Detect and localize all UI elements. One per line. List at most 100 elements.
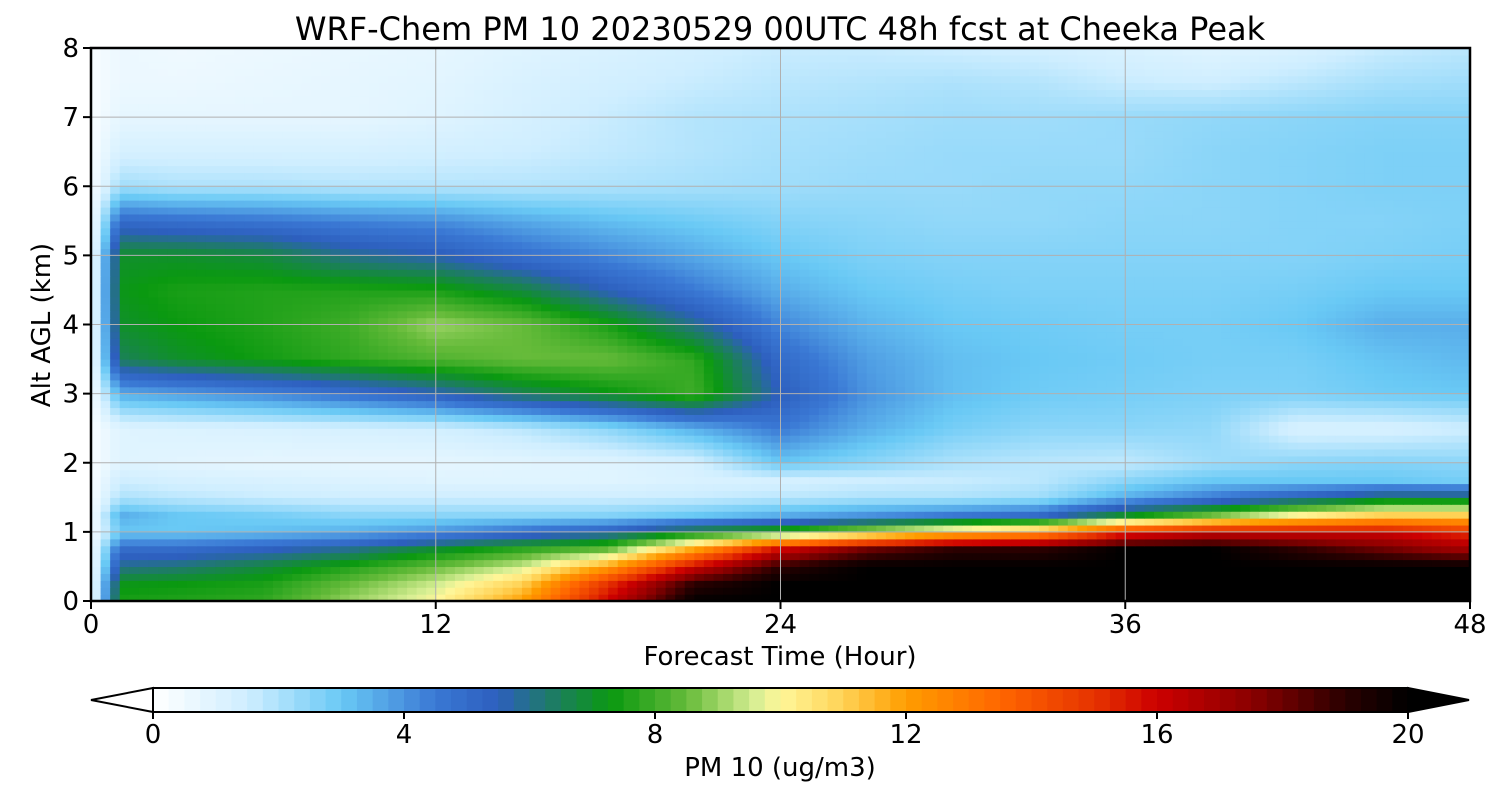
heatmap-cell — [148, 393, 159, 402]
heatmap-cell — [1192, 531, 1203, 540]
heatmap-cell — [1077, 587, 1088, 595]
heatmap-cell — [138, 428, 150, 436]
heatmap-cell — [119, 448, 130, 457]
heatmap-cell — [359, 400, 370, 409]
heatmap-cell — [876, 531, 887, 540]
heatmap-cell — [770, 455, 782, 464]
heatmap-cell — [627, 421, 638, 429]
heatmap-cell — [962, 587, 973, 595]
heatmap-cell — [1211, 462, 1222, 471]
heatmap-cell — [1249, 552, 1260, 561]
heatmap-cell — [1326, 407, 1337, 415]
heatmap-cell — [818, 372, 829, 381]
heatmap-cell — [148, 469, 159, 478]
heatmap-cell — [991, 469, 1002, 478]
heatmap-cell — [1441, 455, 1452, 464]
heatmap-cell — [1364, 573, 1375, 581]
heatmap-cell — [1077, 490, 1088, 498]
heatmap-cell — [761, 442, 772, 450]
heatmap-cell — [186, 559, 197, 568]
heatmap-cell — [110, 580, 121, 588]
heatmap-cell — [454, 518, 466, 526]
heatmap-cell — [550, 504, 561, 512]
heatmap-cell — [1393, 490, 1404, 498]
heatmap-cell — [1153, 414, 1165, 422]
heatmap-cell — [1316, 524, 1327, 533]
heatmap-cell — [1173, 573, 1184, 581]
heatmap-cell — [627, 587, 638, 595]
heatmap-cell — [636, 587, 648, 595]
heatmap-cell — [263, 469, 274, 478]
heatmap-cell — [1278, 428, 1289, 436]
heatmap-cell — [885, 504, 897, 512]
heatmap-cell — [761, 359, 772, 367]
heatmap-cell — [569, 545, 580, 554]
heatmap-cell — [560, 511, 571, 519]
heatmap-cell — [914, 511, 925, 519]
heatmap-cell — [962, 393, 973, 402]
heatmap-cell — [1383, 587, 1394, 595]
heatmap-cell — [215, 559, 226, 568]
heatmap-cell — [1364, 504, 1375, 512]
heatmap-cell — [943, 483, 954, 491]
heatmap-cell — [560, 393, 571, 402]
heatmap-cell — [799, 552, 810, 561]
heatmap-cell — [464, 587, 475, 595]
heatmap-cell — [397, 400, 408, 409]
heatmap-cell — [1077, 407, 1088, 415]
heatmap-cell — [397, 490, 408, 498]
heatmap-cell — [1230, 483, 1241, 491]
heatmap-cell — [876, 407, 887, 415]
heatmap-cell — [1010, 372, 1021, 381]
heatmap-cell — [1000, 393, 1011, 402]
heatmap-cell — [253, 400, 264, 409]
heatmap-cell — [627, 559, 638, 568]
heatmap-cell — [732, 407, 743, 415]
heatmap-cell — [751, 386, 762, 395]
heatmap-cell — [991, 587, 1002, 595]
heatmap-cell — [167, 386, 178, 395]
heatmap-cell — [1355, 538, 1366, 547]
heatmap-cell — [91, 566, 102, 574]
heatmap-cell — [1249, 435, 1260, 443]
heatmap-cell — [512, 566, 523, 574]
heatmap-cell — [780, 511, 791, 519]
heatmap-cell — [847, 573, 858, 581]
heatmap-cell — [349, 393, 360, 402]
heatmap-cell — [205, 372, 217, 381]
heatmap-cell — [1393, 393, 1404, 402]
heatmap-cell — [684, 587, 695, 595]
heatmap-cell — [742, 379, 753, 388]
heatmap-cell — [1067, 469, 1078, 478]
heatmap-cell — [828, 421, 839, 429]
heatmap-cell — [1326, 587, 1337, 595]
heatmap-cell — [837, 421, 849, 429]
heatmap-cell — [349, 442, 360, 450]
heatmap-cell — [828, 531, 839, 540]
heatmap-cell — [914, 552, 925, 561]
heatmap-cell — [1393, 531, 1404, 540]
heatmap-cell — [962, 538, 973, 547]
heatmap-cell — [895, 386, 906, 395]
heatmap-cell — [598, 587, 609, 595]
heatmap-cell — [1450, 469, 1462, 478]
heatmap-cell — [617, 448, 628, 457]
heatmap-cell — [1153, 559, 1165, 568]
heatmap-cell — [1067, 538, 1078, 547]
heatmap-cell — [646, 580, 657, 588]
heatmap-cell — [933, 407, 944, 415]
heatmap-cell — [1249, 587, 1260, 595]
heatmap-cell — [943, 386, 954, 395]
heatmap-cell — [1230, 435, 1241, 443]
heatmap-cell — [972, 497, 983, 505]
heatmap-cell — [263, 497, 274, 505]
heatmap-cell — [560, 435, 571, 443]
heatmap-cell — [1422, 483, 1433, 491]
heatmap-cell — [301, 379, 312, 388]
heatmap-cell — [1144, 538, 1155, 547]
heatmap-cell — [387, 497, 399, 505]
heatmap-cell — [541, 531, 552, 540]
heatmap-cell — [1125, 421, 1136, 429]
heatmap-cell — [359, 365, 370, 374]
heatmap-cell — [991, 448, 1002, 457]
